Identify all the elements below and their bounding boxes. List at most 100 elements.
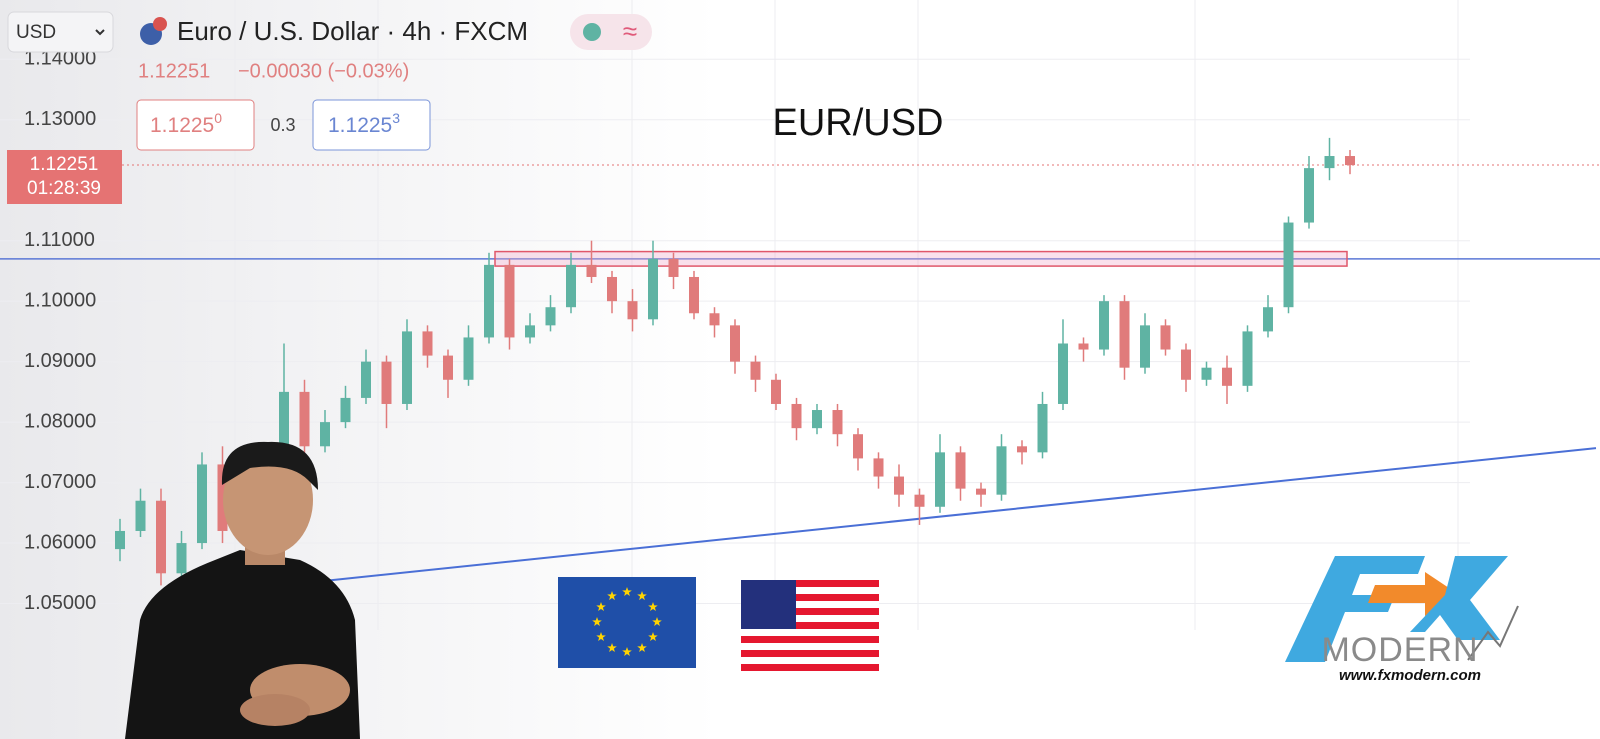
status-pill[interactable] [570, 14, 652, 50]
ask-price: 1.1225 [328, 114, 392, 137]
candle-body [1181, 349, 1191, 380]
candle-body [832, 410, 843, 435]
last-price: 1.12251 [138, 60, 210, 82]
plot: 1.14000 1.13000 1.11000 1.10000 1.09000 1.080… [0, 48, 1600, 614]
candle-body [709, 313, 720, 326]
bid: 1.12250 [150, 110, 222, 137]
candle-body [504, 264, 515, 338]
y-tick-label: 1.13000 [24, 108, 96, 130]
y-tick-label: 1.11000 [24, 229, 95, 251]
star [637, 643, 647, 652]
y-tick-label: 1.08000 [24, 410, 96, 432]
candle-body [730, 325, 740, 362]
candle-body [1263, 307, 1273, 332]
trend-line [304, 447, 1597, 584]
candle-body [935, 452, 945, 507]
candle-body [668, 258, 679, 277]
candle-body [955, 452, 966, 489]
candle-body [1140, 325, 1150, 368]
candle-body [607, 276, 617, 302]
candle-body [545, 307, 556, 326]
bid-price: 1.1225 [150, 114, 214, 137]
candle-body [791, 403, 802, 429]
logo-url: www.fxmodern.com [1339, 667, 1481, 684]
candle-body [340, 397, 351, 423]
candle-body [197, 464, 207, 544]
candle-body [443, 355, 453, 380]
candle-body [299, 391, 310, 447]
countdown: 01:28:39 [27, 178, 101, 199]
dropdown-arrow [95, 29, 105, 36]
candle-body [484, 264, 494, 338]
candle-body [1283, 222, 1294, 308]
star [648, 602, 658, 611]
candle-body [402, 331, 412, 404]
candle-body [115, 530, 125, 550]
candle-body [422, 331, 433, 356]
star [652, 617, 662, 626]
price-label [7, 150, 122, 204]
price-change: −0.00030 (−0.03%) [238, 60, 409, 82]
logo-brand: MODERN [1321, 631, 1478, 669]
fx-logo [1285, 556, 1519, 662]
currency: USD [16, 22, 56, 43]
candle-body [1324, 156, 1335, 169]
ask-digit: 3 [392, 110, 400, 126]
candle-body [853, 434, 863, 459]
candle-body [320, 422, 330, 447]
candle-body [1017, 446, 1027, 453]
star [596, 632, 606, 641]
candle-body [1201, 367, 1212, 380]
candle-body [996, 446, 1007, 495]
symbol: Euro / U.S. Dollar · 4h · FXCM [177, 16, 528, 46]
y-tick-label: 1.14000 [24, 48, 96, 70]
candle-body [217, 464, 228, 531]
candle-body [566, 264, 576, 308]
star [592, 617, 602, 626]
eu-flag [558, 577, 696, 668]
candle-body [586, 264, 597, 277]
price-label-value: 1.12251 [30, 154, 99, 175]
presenter [125, 441, 360, 739]
candle-body [1222, 367, 1232, 386]
candle-body [156, 500, 166, 574]
star [607, 591, 617, 601]
star [637, 591, 647, 601]
market-status [583, 23, 601, 41]
candle-body [1099, 301, 1109, 350]
y-tick-label: 1.07000 [24, 471, 96, 493]
chart-title: EUR/USD [772, 102, 943, 144]
ask: 1.12253 [328, 110, 400, 137]
candle-body [648, 258, 658, 320]
currency-select[interactable] [7, 11, 114, 53]
candle-body [1119, 301, 1130, 368]
candle-body [176, 543, 187, 574]
candle-body [525, 325, 535, 338]
candle-body [750, 361, 761, 380]
star [607, 643, 617, 652]
symbol-icon-flag [153, 17, 167, 31]
star [622, 647, 632, 656]
buy-button[interactable] [312, 99, 431, 151]
candle-body [361, 361, 371, 398]
candle-body [689, 276, 699, 314]
candle-body [894, 476, 904, 495]
star [648, 632, 658, 641]
candle-body [873, 458, 884, 477]
spread: 0.3 [270, 115, 295, 135]
y-tick-label: 1.05000 [24, 592, 96, 614]
candle-body [1058, 343, 1068, 404]
candle-body [463, 337, 474, 380]
candle-body [1160, 325, 1171, 350]
candle-body [1304, 168, 1314, 223]
candle-body [1242, 331, 1253, 386]
us-flag [741, 580, 879, 671]
star [596, 602, 606, 611]
delay-icon: ≈ [623, 16, 637, 46]
candle-body [1345, 156, 1355, 166]
y-tick-label: 1.09000 [24, 350, 96, 372]
sell-button[interactable] [136, 99, 255, 151]
y-tick-label: 1.06000 [24, 531, 96, 553]
candle-body [812, 410, 822, 429]
